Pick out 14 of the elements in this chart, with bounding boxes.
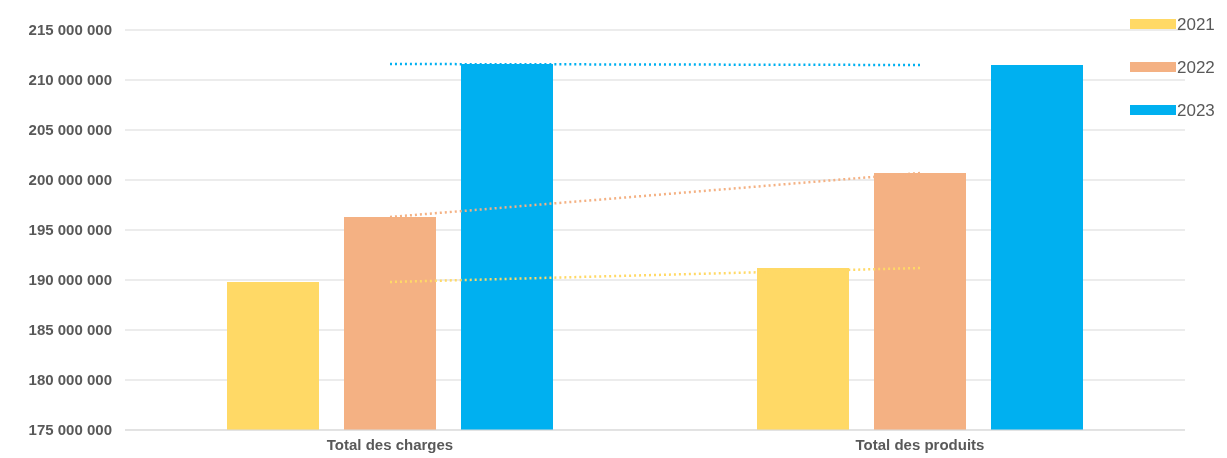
legend-label: 2021 — [1177, 14, 1215, 34]
x-tick-label: Total des charges — [326, 436, 454, 453]
x-tick-label: Total des produits — [855, 436, 985, 453]
y-tick-label: 175 000 000 — [28, 421, 112, 439]
y-tick-label: 210 000 000 — [28, 71, 112, 89]
y-tick-label: 205 000 000 — [28, 121, 112, 139]
y-tick-label: 185 000 000 — [28, 321, 112, 339]
legend-label: 2022 — [1177, 57, 1215, 77]
legend-label: 2023 — [1177, 100, 1215, 120]
y-tick-label: 180 000 000 — [28, 371, 112, 389]
y-tick-label: 215 000 000 — [28, 21, 112, 39]
y-tick-label: 195 000 000 — [28, 221, 112, 239]
y-tick-label: 190 000 000 — [28, 271, 112, 289]
y-tick-label: 200 000 000 — [28, 171, 112, 189]
